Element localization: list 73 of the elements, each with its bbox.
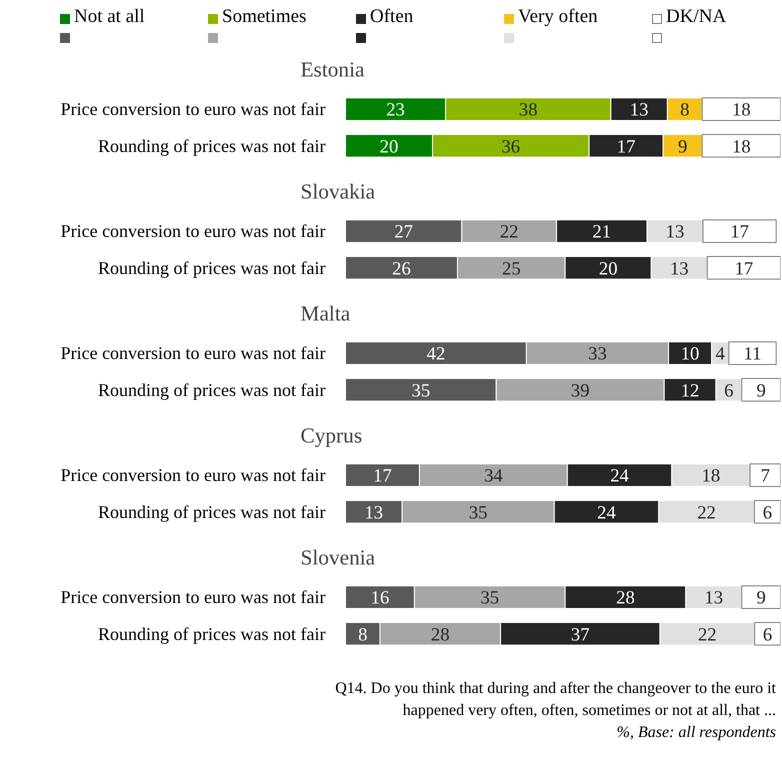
data-label: 42 — [426, 344, 446, 365]
data-label: 35 — [468, 502, 488, 524]
data-label: 27 — [394, 222, 413, 243]
data-label: 12 — [680, 380, 700, 402]
data-label: 8 — [358, 624, 368, 646]
data-label: 17 — [734, 258, 754, 280]
data-label: 6 — [762, 624, 772, 646]
data-label: 7 — [760, 466, 770, 487]
data-label: 6 — [762, 502, 772, 524]
y-tick-label: Price conversion to euro was not fair — [60, 343, 326, 364]
chart-title: Slovenia — [300, 546, 376, 570]
data-label: 22 — [698, 624, 717, 646]
chart-title: Malta — [300, 302, 351, 326]
data-label: 35 — [412, 380, 430, 402]
data-label: 11 — [744, 344, 762, 365]
data-label: 17 — [616, 136, 636, 158]
data-label: 28 — [616, 588, 635, 609]
legend-label: DK/NA — [666, 5, 726, 29]
y-tick-label: Price conversion to euro was not fair — [60, 465, 326, 486]
data-label: 13 — [670, 258, 689, 280]
y-tick-label: Price conversion to euro was not fair — [60, 587, 326, 608]
data-label: 16 — [370, 588, 390, 609]
data-label: 6 — [724, 380, 734, 402]
data-label: 21 — [592, 222, 612, 243]
data-label: 24 — [610, 466, 630, 487]
y-tick-label: Price conversion to euro was not fair — [60, 221, 326, 242]
legend-label: Often — [370, 5, 414, 29]
data-label: 36 — [501, 136, 520, 158]
data-label: 38 — [518, 100, 538, 121]
data-label: 35 — [480, 588, 500, 609]
y-tick-label: Rounding of prices was not fair — [98, 624, 326, 644]
text: %, Base: all respondents — [616, 723, 776, 743]
data-label: 17 — [373, 466, 392, 487]
data-label: 22 — [500, 222, 518, 243]
y-tick-label: Price conversion to euro was not fair — [60, 99, 326, 120]
data-label: 24 — [597, 502, 616, 524]
data-label: 13 — [364, 502, 384, 524]
legend-label: Not at all — [74, 5, 145, 29]
data-label: 18 — [732, 136, 751, 158]
text: Q14. Do you think that during and after the changeover to the euro it — [334, 679, 776, 699]
legend-label: Sometimes — [222, 5, 306, 29]
y-tick-label: Rounding of prices was not fair — [98, 502, 326, 522]
data-label: 20 — [598, 258, 618, 280]
y-tick-label: Rounding of prices was not fair — [98, 380, 326, 400]
data-label: 18 — [732, 100, 751, 121]
chart-title: Cyprus — [300, 424, 362, 448]
data-label: 13 — [630, 100, 648, 121]
legend-label: Very often — [518, 5, 598, 29]
data-label: 20 — [380, 136, 398, 158]
data-label: 9 — [678, 136, 688, 158]
y-tick-label: Rounding of prices was not fair — [98, 136, 326, 156]
data-label: 9 — [756, 588, 766, 609]
data-label: 13 — [666, 222, 684, 243]
y-tick-label: Rounding of prices was not fair — [98, 258, 326, 278]
data-label: 18 — [702, 466, 720, 487]
data-label: 10 — [680, 344, 700, 365]
data-label: 23 — [386, 100, 405, 121]
data-label: 28 — [430, 624, 450, 646]
data-label: 8 — [680, 100, 690, 121]
data-label: 13 — [704, 588, 724, 609]
chart-title: Slovakia — [300, 180, 376, 204]
data-label: 9 — [756, 380, 766, 402]
data-label: 22 — [697, 502, 716, 524]
data-label: 25 — [502, 258, 521, 280]
chart-title: Estonia — [300, 58, 366, 82]
data-label: 17 — [730, 222, 749, 243]
data-label: 34 — [484, 466, 504, 487]
data-label: 4 — [716, 344, 726, 365]
data-label: 26 — [392, 258, 411, 280]
data-label: 33 — [588, 344, 607, 365]
text: happened very often, often, sometimes or not at all, that ... — [402, 701, 776, 721]
data-label: 39 — [570, 380, 590, 402]
data-label: 37 — [570, 624, 590, 646]
